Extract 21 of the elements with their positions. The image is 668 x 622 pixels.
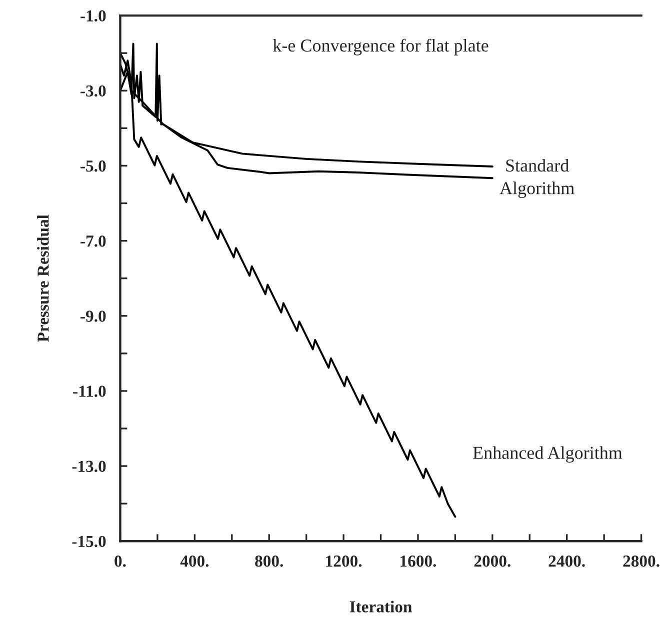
y-tick-label: -1.0 <box>80 10 106 22</box>
x-axis-title: Iteration <box>350 600 412 612</box>
x-tick-label: 2000. <box>474 556 510 567</box>
x-tick-label: 2400. <box>548 556 585 567</box>
y-tick-label: -5.0 <box>80 160 106 172</box>
y-tick-label: -7.0 <box>80 236 106 247</box>
x-tick-label: 1200. <box>326 556 362 567</box>
x-tick-label: 1600. <box>400 556 436 567</box>
x-tick-label: 2800. <box>623 556 660 567</box>
text: k-e Convergence for flat plate <box>272 38 488 56</box>
y-tick-label: -3.0 <box>80 85 106 97</box>
y-tick-label: -11.0 <box>73 386 106 397</box>
x-tick-label: 0. <box>114 556 126 567</box>
y-tick-label: -9.0 <box>80 310 106 322</box>
y-tick-label: -13.0 <box>72 460 106 472</box>
x-tick-label: 400. <box>180 556 209 567</box>
x-tick-label: 800. <box>255 556 283 567</box>
y-axis-title: Pressure Residual <box>37 214 49 342</box>
y-tick-label: -15.0 <box>72 536 106 548</box>
annotation: Standard Algorithm <box>500 158 574 198</box>
annotation: Enhanced Algorithm <box>473 446 622 463</box>
